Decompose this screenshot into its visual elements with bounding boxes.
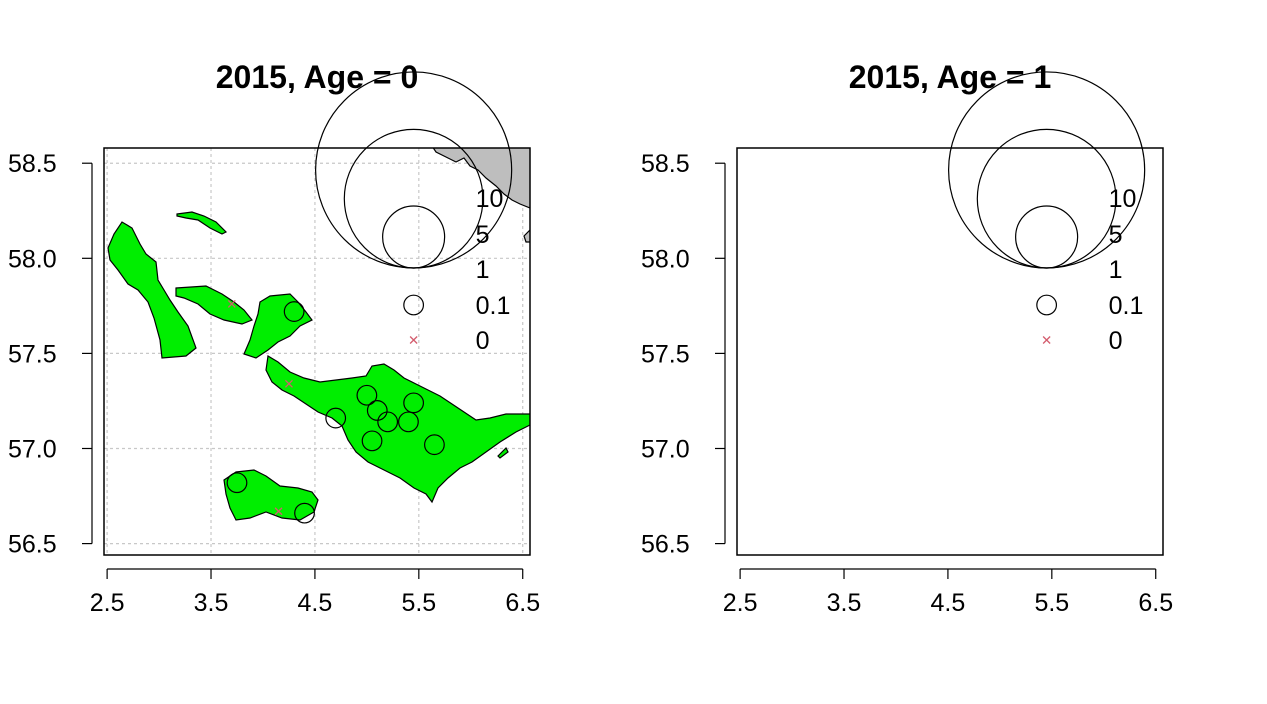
zero-catch-marker [861,300,868,307]
catch-bubble [806,413,945,552]
legend-label: 0.1 [1109,292,1144,320]
x-tick-label: 2.5 [723,589,758,617]
catch-bubble [226,472,248,494]
habitat-sliver [497,446,509,459]
legend-label: 10 [1109,185,1137,213]
axes: 2.5 3.5 4.5 5.5 6.5 56.5 57.0 57.5 58.0 58.5 [641,150,1173,617]
panel-age-0: 2015, Age = 0 2.5 3.5 4.5 5.5 6.5 56.5 57.0 57.… [8,59,540,617]
zero-catch-marker [274,507,283,516]
catch-bubble [1000,401,1020,421]
habitat-area-5 [899,356,1165,502]
y-tick-label: 58.0 [8,245,57,273]
legend-label: 5 [476,221,490,249]
grid [104,148,530,555]
plot-frame [736,147,1164,556]
legend-label: 1 [1109,256,1123,284]
x-tick-label: 5.5 [401,589,436,617]
habitat-area-2 [810,212,859,234]
y-tick-label: 58.0 [641,245,690,273]
x-tick-label: 4.5 [931,589,966,617]
habitat-area-6 [857,470,951,520]
catch-bubble [424,434,445,456]
catch-bubble [377,411,399,433]
catch-bubble [772,385,968,581]
legend-symbol-1 [1015,205,1079,269]
catch-bubble [995,431,1015,451]
grid [737,148,1163,555]
catch-bubble [917,302,937,322]
habitat-sliver [1131,448,1141,458]
habitat-area-5 [265,355,530,504]
catch-bubble [366,400,388,421]
data-marks [772,300,1077,580]
x-tick-label: 6.5 [505,589,540,617]
catch-bubble [283,301,305,322]
x-tick-label: 3.5 [194,589,229,617]
y-tick-label: 57.5 [8,340,57,368]
legend-symbol-zero [409,336,418,344]
catch-bubble [361,430,383,452]
zero-catch-marker [284,379,293,388]
data-marks [226,299,445,524]
catch-bubble [356,384,378,406]
chart-title: 2015, Age = 1 [849,59,1052,95]
habitat-area-1 [741,222,829,358]
y-tick-label: 58.5 [641,150,690,178]
habitat-area-3 [175,285,253,325]
habitat-area-2 [176,211,228,235]
plot-area [737,146,1165,581]
x-tick-label: 5.5 [1034,589,1069,617]
legend-symbol-1 [382,205,446,269]
legend-symbol-0.1 [403,294,425,316]
axes: 2.5 3.5 4.5 5.5 6.5 56.5 57.0 57.5 58.0 58.5 [8,150,540,617]
legend-label: 0 [476,327,490,355]
catch-bubble [1011,412,1031,432]
legend-symbol-zero [1042,336,1051,344]
y-tick-label: 56.5 [8,531,57,559]
catch-bubble [1058,435,1078,455]
catch-bubble [325,407,347,429]
catch-bubble [294,502,315,524]
x-tick-label: 6.5 [1138,589,1173,617]
land-norway [432,148,530,209]
x-tick-label: 4.5 [298,589,333,617]
legend: 10 5 1 0.1 0 [314,71,513,355]
map-layer [741,146,1165,520]
plot-frame [103,147,531,556]
map-layer [107,148,530,521]
y-tick-label: 58.5 [8,150,57,178]
y-tick-label: 57.0 [641,435,690,463]
y-tick-label: 57.0 [8,435,57,463]
zero-catch-marker [918,380,925,387]
habitat-area-6 [223,469,319,521]
catch-bubble [1032,412,1052,432]
legend-label: 0.1 [476,292,511,320]
x-tick-label: 3.5 [827,589,862,617]
legend-symbol-5 [976,128,1117,269]
habitat-area-3 [809,286,885,324]
habitat-area-4 [243,293,313,359]
zero-catch-marker [227,299,236,308]
y-tick-label: 56.5 [641,531,690,559]
habitat-area-4 [877,294,945,358]
legend-label: 1 [476,256,490,284]
y-tick-label: 57.5 [641,340,690,368]
land-fragment [523,229,530,243]
legend-symbol-0.1 [1036,294,1058,316]
catch-bubble [959,408,979,428]
catch-bubble [403,392,425,414]
chart-title: 2015, Age = 0 [216,59,419,95]
legend-label: 5 [1109,221,1123,249]
panel-age-1: 2015, Age = 1 2.5 3.5 4.5 5.5 6.5 56.5 57.0 57.… [641,59,1173,617]
legend-label: 0 [1109,327,1123,355]
plot-area [104,148,530,555]
catch-bubble [398,411,419,433]
legend: 10 5 1 0.1 0 [947,71,1146,355]
legend-label: 10 [476,185,504,213]
x-tick-label: 2.5 [90,589,125,617]
land-fragment [1157,230,1165,242]
habitat-area-1 [107,221,197,359]
